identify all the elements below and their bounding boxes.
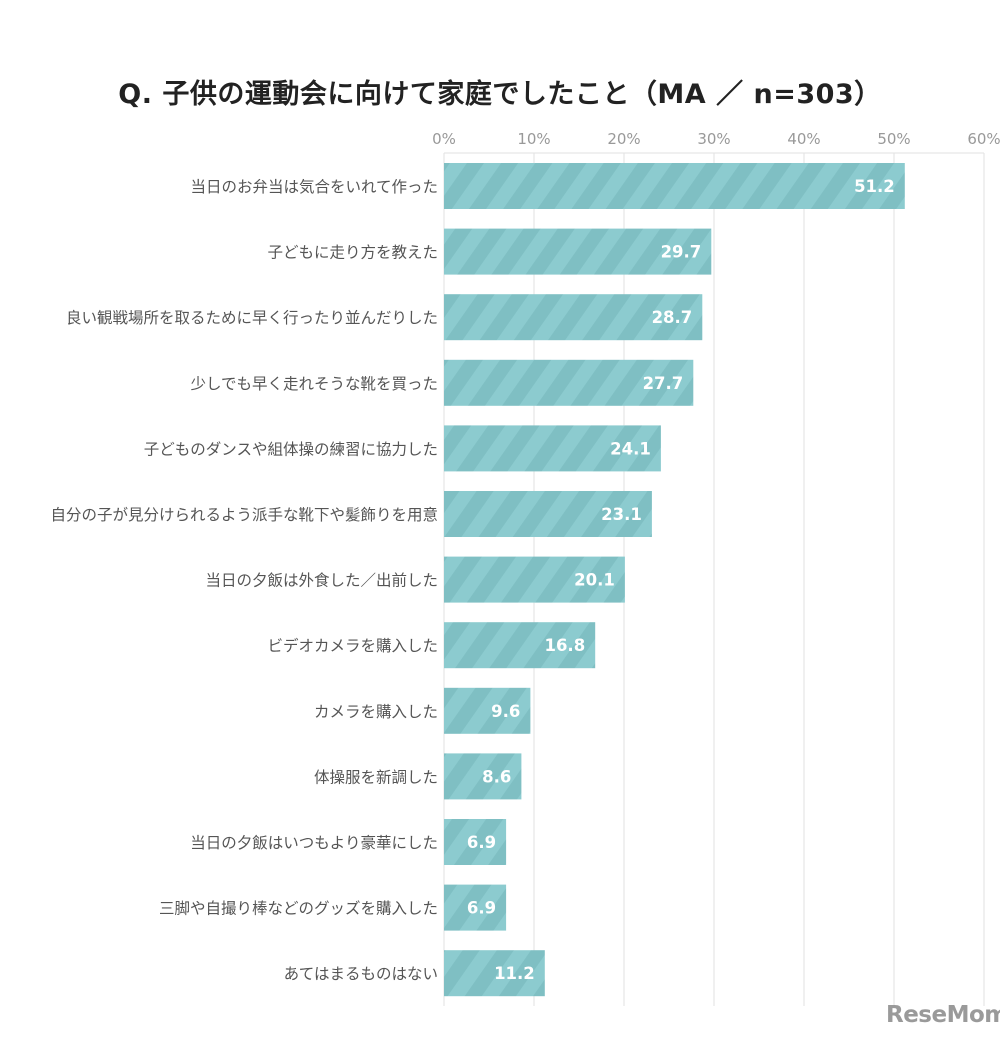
bar xyxy=(444,294,703,341)
bar xyxy=(444,491,652,537)
data-label: 27.7 xyxy=(643,374,684,393)
x-tick-label: 0% xyxy=(432,130,456,148)
category-label: カメラを購入した xyxy=(314,703,438,721)
category-label: 当日のお弁当は気合をいれて作った xyxy=(190,178,438,196)
data-label: 51.2 xyxy=(854,177,895,196)
bar xyxy=(444,163,905,209)
x-tick-label: 50% xyxy=(877,130,910,148)
data-label: 28.7 xyxy=(652,308,693,327)
category-label: 少しでも早く走れそうな靴を買った xyxy=(190,375,438,393)
bar xyxy=(444,556,625,603)
x-tick-label: 20% xyxy=(607,130,640,148)
bar xyxy=(444,819,507,865)
category-labels: 当日のお弁当は気合をいれて作った子どもに走り方を教えた良い観戦場所を取るために早… xyxy=(50,178,438,983)
category-label: 子どものダンスや組体操の練習に協力した xyxy=(144,440,438,458)
bar xyxy=(444,884,507,931)
data-label: 6.9 xyxy=(467,899,496,918)
bar xyxy=(444,622,596,669)
category-label: 体操服を新調した xyxy=(314,768,438,786)
bars: 51.2 29.7 28.7 27.7 24.1 23.1 20.1 16.8 9.6 8.6 6.… xyxy=(444,163,905,997)
data-label: 11.2 xyxy=(494,964,535,983)
data-label: 20.1 xyxy=(574,571,615,590)
data-label: 23.1 xyxy=(601,505,642,524)
data-label: 16.8 xyxy=(544,636,585,655)
bar xyxy=(444,359,694,406)
x-tick-label: 30% xyxy=(697,130,730,148)
bar xyxy=(444,425,661,472)
x-axis-ticks: 0% 10% 20% 30% 40% 50% 60% xyxy=(432,130,1000,148)
category-label: 自分の子が見分けられるよう派手な靴下や髪飾りを用意 xyxy=(50,505,438,524)
resemom-logo: ReseMom xyxy=(886,1002,1000,1028)
category-label: 三脚や自撮り棒などのグッズを購入した xyxy=(159,900,438,918)
bar xyxy=(444,687,531,734)
category-label: 子どもに走り方を教えた xyxy=(267,244,438,262)
data-label: 6.9 xyxy=(467,833,496,852)
x-tick-label: 60% xyxy=(967,130,1000,148)
category-label: 良い観戦場所を取るために早く行ったり並んだりした xyxy=(66,309,438,327)
bar xyxy=(444,228,712,275)
bar xyxy=(444,950,545,997)
category-label: 当日の夕飯は外食した／出前した xyxy=(205,572,438,590)
bar xyxy=(444,753,522,800)
x-tick-label: 40% xyxy=(787,130,820,148)
category-label: 当日の夕飯はいつもより豪華にした xyxy=(190,833,438,852)
data-label: 24.1 xyxy=(610,439,651,458)
chart-title: Q. 子供の運動会に向けて家庭でしたこと（MA ／ n=303） xyxy=(118,79,882,110)
category-label: あてはまるものはない xyxy=(284,965,438,983)
x-tick-label: 10% xyxy=(517,130,550,148)
data-label: 29.7 xyxy=(661,243,702,262)
data-label: 9.6 xyxy=(491,702,520,721)
data-label: 8.6 xyxy=(482,767,511,786)
category-label: ビデオカメラを購入した xyxy=(267,636,438,655)
